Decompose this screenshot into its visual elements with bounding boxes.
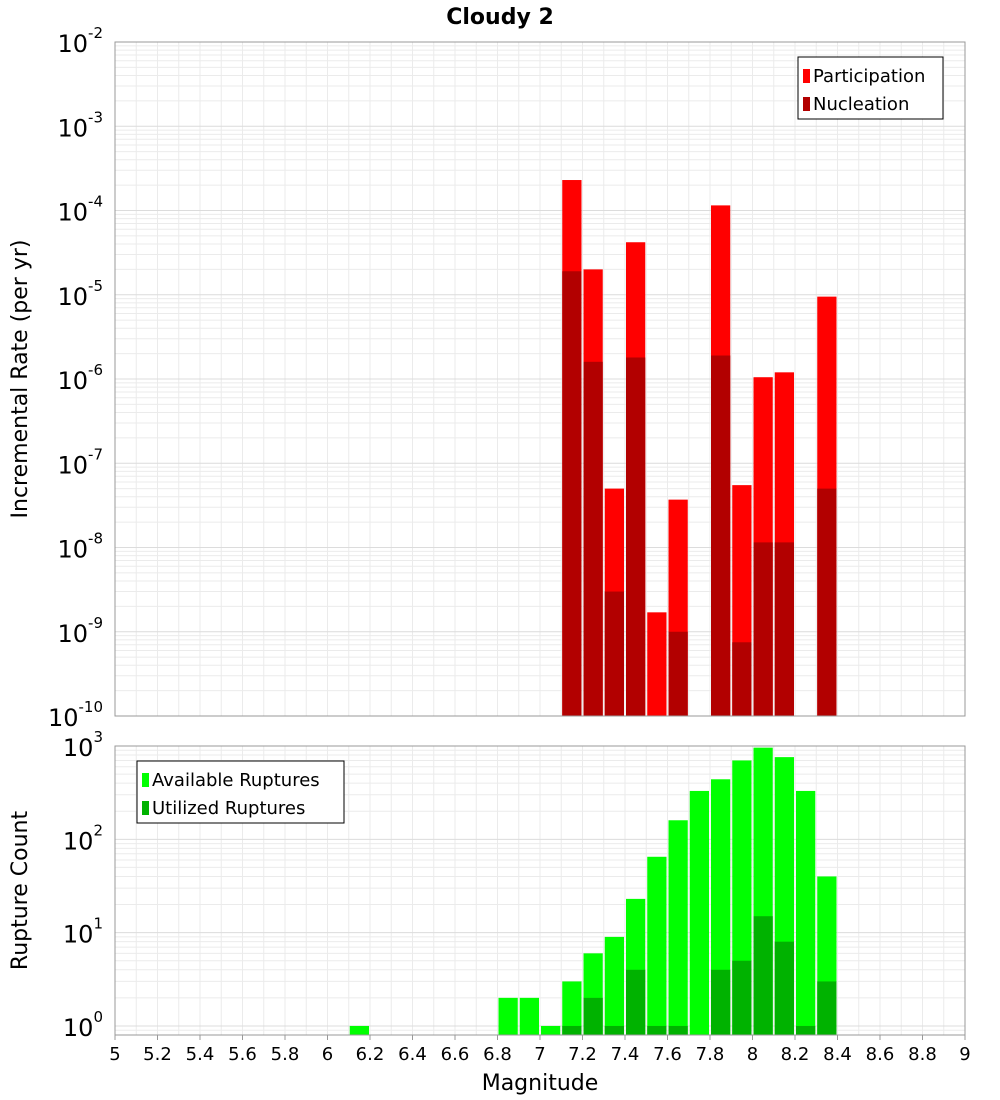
- bar: [711, 969, 731, 1035]
- y-tick-label: 101: [63, 915, 103, 949]
- bar: [711, 355, 731, 716]
- y-tick-label: 10-9: [57, 614, 103, 648]
- legend-swatch: [803, 69, 810, 83]
- bar: [562, 981, 582, 1035]
- bar: [689, 790, 709, 1035]
- x-tick-label: 8.6: [866, 1044, 895, 1065]
- y-tick-label: 10-8: [57, 530, 103, 564]
- y-tick-label: 10-6: [57, 361, 103, 395]
- bar: [753, 542, 773, 716]
- y-axis-title: Incremental Rate (per yr): [8, 240, 33, 519]
- legend-label: Participation: [813, 66, 925, 87]
- legend-swatch: [803, 97, 810, 111]
- x-tick-label: 7.2: [568, 1044, 597, 1065]
- legend-label: Available Ruptures: [152, 770, 320, 791]
- legend-swatch: [142, 773, 149, 787]
- bar: [647, 612, 667, 716]
- x-tick-label: 7.4: [611, 1044, 640, 1065]
- series-utilized-ruptures: [562, 916, 837, 1035]
- x-tick-label: 6.2: [356, 1044, 385, 1065]
- bar: [583, 997, 603, 1035]
- x-tick-label: 7: [534, 1044, 545, 1065]
- x-tick-label: 5: [109, 1044, 120, 1065]
- x-tick-label: 8: [747, 1044, 758, 1065]
- legend-box: [136, 760, 345, 824]
- series-nucleation: [562, 271, 837, 716]
- bar: [668, 820, 688, 1035]
- bar: [498, 997, 518, 1035]
- legend: Participation Nucleation: [797, 56, 944, 120]
- x-tick-label: 5.6: [228, 1044, 257, 1065]
- x-tick-label: 7.6: [653, 1044, 682, 1065]
- y-tick-label: 10-7: [57, 445, 103, 479]
- legend-box: [797, 56, 944, 120]
- y-tick-label: 10-3: [57, 108, 103, 142]
- legend: Available Ruptures Utilized Ruptures: [136, 760, 345, 824]
- bar: [647, 856, 667, 1035]
- y-tick-label: 100: [63, 1008, 103, 1042]
- chart-title: Cloudy 2: [446, 5, 554, 30]
- chart-panel-1: 10-10 10-9 10-8 10-7 10-6 10-5 10-4 10-3 10-2 Inc…: [8, 5, 966, 732]
- x-tick-label: 6.6: [441, 1044, 470, 1065]
- bar: [732, 642, 752, 716]
- chart-panel-2: 100 101 102 103 Rupture Count 5 5.2 5.4 5.6 5.8 6 6…: [8, 728, 971, 1096]
- bar: [796, 790, 816, 1035]
- x-tick-label: 5.4: [186, 1044, 215, 1065]
- bar: [668, 631, 688, 716]
- bar: [604, 936, 624, 1035]
- bar: [562, 1025, 582, 1035]
- bar: [583, 361, 603, 716]
- bar: [732, 960, 752, 1035]
- y-tick-label: 10-5: [57, 277, 103, 311]
- x-tick-label: 6: [322, 1044, 333, 1065]
- bar: [626, 357, 646, 716]
- bar: [774, 542, 794, 716]
- bar: [817, 981, 837, 1035]
- bar: [668, 1025, 688, 1035]
- y-tick-label: 10-10: [48, 698, 103, 732]
- legend-swatch: [142, 801, 149, 815]
- x-tick-label: 5.2: [143, 1044, 172, 1065]
- bar: [626, 969, 646, 1035]
- bar: [774, 941, 794, 1035]
- bar: [647, 1025, 667, 1035]
- legend-label: Utilized Ruptures: [152, 798, 305, 819]
- bar: [604, 591, 624, 716]
- y-tick-label: 10-4: [57, 193, 103, 227]
- bar: [796, 1025, 816, 1035]
- y-tick-label: 103: [63, 728, 103, 762]
- bar: [519, 997, 539, 1035]
- grid-lines: [115, 42, 965, 717]
- x-tick-label: 7.8: [696, 1044, 725, 1065]
- x-tick-label: 8.8: [908, 1044, 937, 1065]
- bar: [541, 1025, 561, 1035]
- bar: [349, 1025, 369, 1035]
- x-tick-label: 6.8: [483, 1044, 512, 1065]
- y-axis-title: Rupture Count: [8, 811, 33, 971]
- legend-label: Nucleation: [813, 94, 909, 115]
- x-tick-label: 6.4: [398, 1044, 427, 1065]
- x-tick-label: 8.4: [823, 1044, 852, 1065]
- x-tick-label: 9: [959, 1044, 970, 1065]
- bar: [562, 271, 582, 716]
- bar: [604, 1025, 624, 1035]
- bar: [817, 488, 837, 716]
- plot-frame: [114, 41, 966, 717]
- x-axis-title: Magnitude: [482, 1071, 599, 1096]
- y-tick-label: 102: [63, 821, 103, 855]
- x-tick-label: 8.2: [781, 1044, 810, 1065]
- bar: [753, 916, 773, 1035]
- y-tick-label: 10-2: [57, 24, 103, 58]
- x-tick-label: 5.8: [271, 1044, 300, 1065]
